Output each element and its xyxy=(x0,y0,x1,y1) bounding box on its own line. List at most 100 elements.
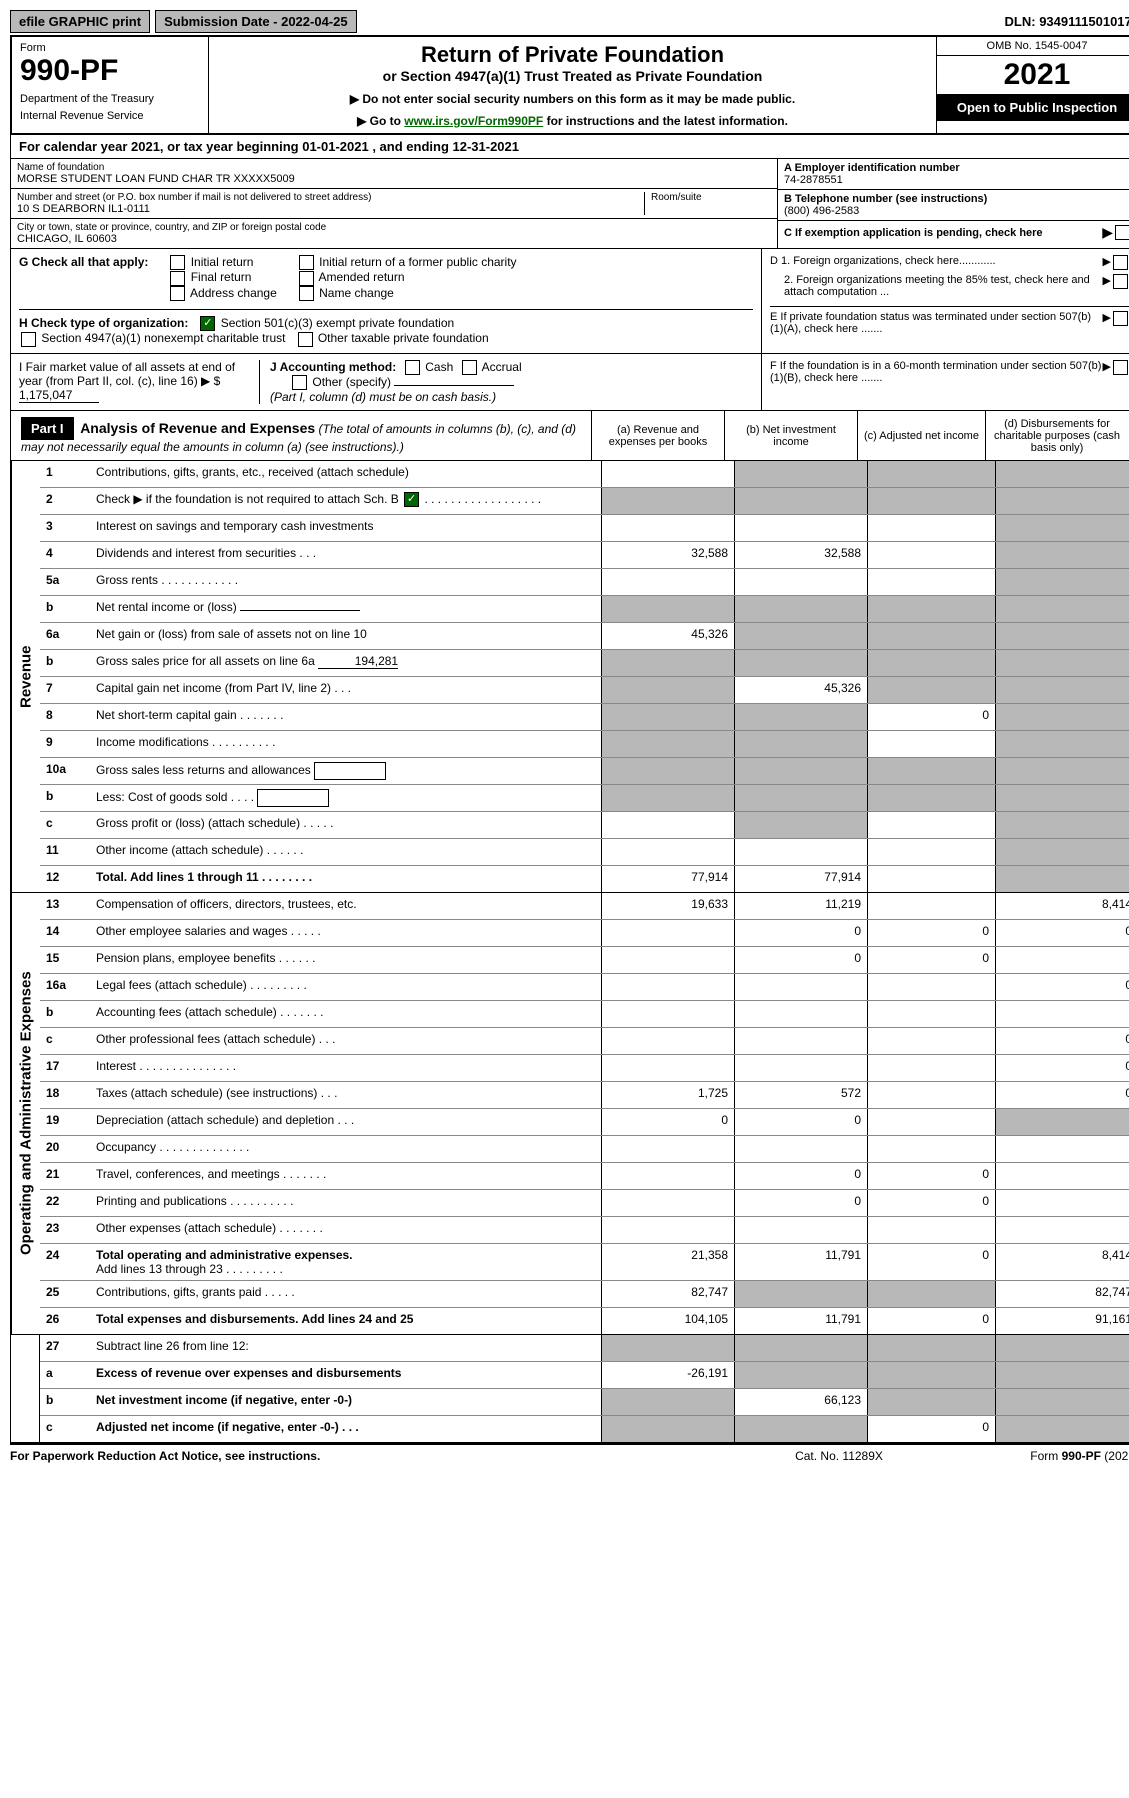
omb-number: OMB No. 1545-0047 xyxy=(937,37,1129,56)
tax-year: 2021 xyxy=(937,56,1129,94)
g-name-check[interactable] xyxy=(299,286,314,301)
j-cash-check[interactable] xyxy=(405,360,420,375)
efile-button[interactable]: efile GRAPHIC print xyxy=(10,10,150,33)
foundation-name: MORSE STUDENT LOAN FUND CHAR TR XXXXX500… xyxy=(17,173,771,185)
g-initial-check[interactable] xyxy=(170,255,185,270)
f-label: F If the foundation is in a 60-month ter… xyxy=(770,360,1103,384)
d1-label: D 1. Foreign organizations, check here..… xyxy=(770,255,1103,270)
dept-treasury: Department of the Treasury xyxy=(20,93,200,105)
line-9: Income modifications . . . . . . . . . . xyxy=(92,731,601,757)
line-16b: Accounting fees (attach schedule) . . . … xyxy=(92,1001,601,1027)
expenses-side-label: Operating and Administrative Expenses xyxy=(11,893,40,1334)
form-header: Form 990-PF Department of the Treasury I… xyxy=(10,35,1129,135)
line-13: Compensation of officers, directors, tru… xyxy=(92,893,601,919)
city: CHICAGO, IL 60603 xyxy=(17,233,771,245)
line-17: Interest . . . . . . . . . . . . . . . xyxy=(92,1055,601,1081)
line-25: Contributions, gifts, grants paid . . . … xyxy=(92,1281,601,1307)
line-16a: Legal fees (attach schedule) . . . . . .… xyxy=(92,974,601,1000)
line-21: Travel, conferences, and meetings . . . … xyxy=(92,1163,601,1189)
line-7: Capital gain net income (from Part IV, l… xyxy=(92,677,601,703)
schb-check[interactable] xyxy=(404,492,419,507)
form-note-1: ▶ Do not enter social security numbers o… xyxy=(219,92,926,106)
form-subtitle: or Section 4947(a)(1) Trust Treated as P… xyxy=(219,68,926,84)
line-5b: Net rental income or (loss) xyxy=(92,596,601,622)
line-22: Printing and publications . . . . . . . … xyxy=(92,1190,601,1216)
part1-badge: Part I xyxy=(21,417,74,440)
line-6b: Gross sales price for all assets on line… xyxy=(92,650,601,676)
dln-number: DLN: 93491115010172 xyxy=(1005,14,1129,29)
d2-label: 2. Foreign organizations meeting the 85%… xyxy=(770,274,1103,298)
f-check[interactable] xyxy=(1113,360,1128,375)
part1-title: Analysis of Revenue and Expenses xyxy=(80,420,315,436)
footer-left: For Paperwork Reduction Act Notice, see … xyxy=(10,1449,320,1463)
col-d-header: (d) Disbursements for charitable purpose… xyxy=(985,411,1128,460)
room-label: Room/suite xyxy=(651,192,771,203)
g-former-check[interactable] xyxy=(299,255,314,270)
h-other-check[interactable] xyxy=(298,332,313,347)
e-check[interactable] xyxy=(1113,311,1128,326)
line-27c: Adjusted net income (if negative, enter … xyxy=(92,1416,601,1442)
col-c-header: (c) Adjusted net income xyxy=(857,411,985,460)
g-address-check[interactable] xyxy=(170,286,185,301)
j-other-check[interactable] xyxy=(292,375,307,390)
g-final-check[interactable] xyxy=(170,271,185,286)
h-label: H Check type of organization: xyxy=(19,316,188,330)
foundation-name-label: Name of foundation xyxy=(17,162,771,173)
line-10a: Gross sales less returns and allowances xyxy=(92,758,601,784)
i-j-f-section: I Fair market value of all assets at end… xyxy=(10,354,1129,412)
expenses-table: Operating and Administrative Expenses 13… xyxy=(10,893,1129,1335)
line-1: Contributions, gifts, grants, etc., rece… xyxy=(92,461,601,487)
form-number: 990-PF xyxy=(20,54,200,88)
line-8: Net short-term capital gain . . . . . . … xyxy=(92,704,601,730)
d2-check[interactable] xyxy=(1113,274,1128,289)
ein-label: A Employer identification number xyxy=(784,162,1129,174)
h-501c3-check[interactable] xyxy=(200,316,215,331)
submission-date: Submission Date - 2022-04-25 xyxy=(155,10,357,33)
city-label: City or town, state or province, country… xyxy=(17,222,771,233)
line-12: Total. Add lines 1 through 11 . . . . . … xyxy=(92,866,601,892)
line-14: Other employee salaries and wages . . . … xyxy=(92,920,601,946)
line-10b: Less: Cost of goods sold . . . . xyxy=(92,785,601,811)
col-b-header: (b) Net investment income xyxy=(724,411,857,460)
line-3: Interest on savings and temporary cash i… xyxy=(92,515,601,541)
i-value: 1,175,047 xyxy=(19,388,99,403)
exemption-check[interactable] xyxy=(1115,225,1129,240)
g-h-section: G Check all that apply: Initial return F… xyxy=(10,249,1129,354)
form-label: Form xyxy=(20,42,200,54)
line-16c: Other professional fees (attach schedule… xyxy=(92,1028,601,1054)
i-label: I Fair market value of all assets at end… xyxy=(19,360,235,388)
part1-header-row: Part I Analysis of Revenue and Expenses … xyxy=(10,411,1129,461)
j-accrual-check[interactable] xyxy=(462,360,477,375)
phone: (800) 496-2583 xyxy=(784,205,1129,217)
line-27b: Net investment income (if negative, ente… xyxy=(92,1389,601,1415)
top-bar: efile GRAPHIC print Submission Date - 20… xyxy=(10,10,1129,33)
line-24: Total operating and administrative expen… xyxy=(92,1244,601,1280)
address-label: Number and street (or P.O. box number if… xyxy=(17,192,644,203)
revenue-side-label: Revenue xyxy=(11,461,40,892)
footer-row: For Paperwork Reduction Act Notice, see … xyxy=(10,1443,1129,1467)
calendar-year-row: For calendar year 2021, or tax year begi… xyxy=(10,135,1129,159)
line-27a: Excess of revenue over expenses and disb… xyxy=(92,1362,601,1388)
line-4: Dividends and interest from securities .… xyxy=(92,542,601,568)
phone-label: B Telephone number (see instructions) xyxy=(784,193,1129,205)
exemption-label: C If exemption application is pending, c… xyxy=(784,227,1102,239)
dept-irs: Internal Revenue Service xyxy=(20,110,200,122)
open-public-badge: Open to Public Inspection xyxy=(937,94,1129,121)
irs-link[interactable]: www.irs.gov/Form990PF xyxy=(404,114,543,128)
line-23: Other expenses (attach schedule) . . . .… xyxy=(92,1217,601,1243)
line-10c: Gross profit or (loss) (attach schedule)… xyxy=(92,812,601,838)
line-2: Check ▶ if the foundation is not require… xyxy=(92,488,601,514)
ein: 74-2878551 xyxy=(784,174,1129,186)
form-title: Return of Private Foundation xyxy=(219,42,926,68)
col-a-header: (a) Revenue and expenses per books xyxy=(591,411,724,460)
line-20: Occupancy . . . . . . . . . . . . . . xyxy=(92,1136,601,1162)
h-4947-check[interactable] xyxy=(21,332,36,347)
g-amended-check[interactable] xyxy=(299,271,314,286)
line-6a: Net gain or (loss) from sale of assets n… xyxy=(92,623,601,649)
form-note-2: ▶ Go to www.irs.gov/Form990PF for instru… xyxy=(219,114,926,128)
line-27: Subtract line 26 from line 12: xyxy=(92,1335,601,1361)
line-11: Other income (attach schedule) . . . . .… xyxy=(92,839,601,865)
line-19: Depreciation (attach schedule) and deple… xyxy=(92,1109,601,1135)
d1-check[interactable] xyxy=(1113,255,1128,270)
line-26: Total expenses and disbursements. Add li… xyxy=(92,1308,601,1334)
